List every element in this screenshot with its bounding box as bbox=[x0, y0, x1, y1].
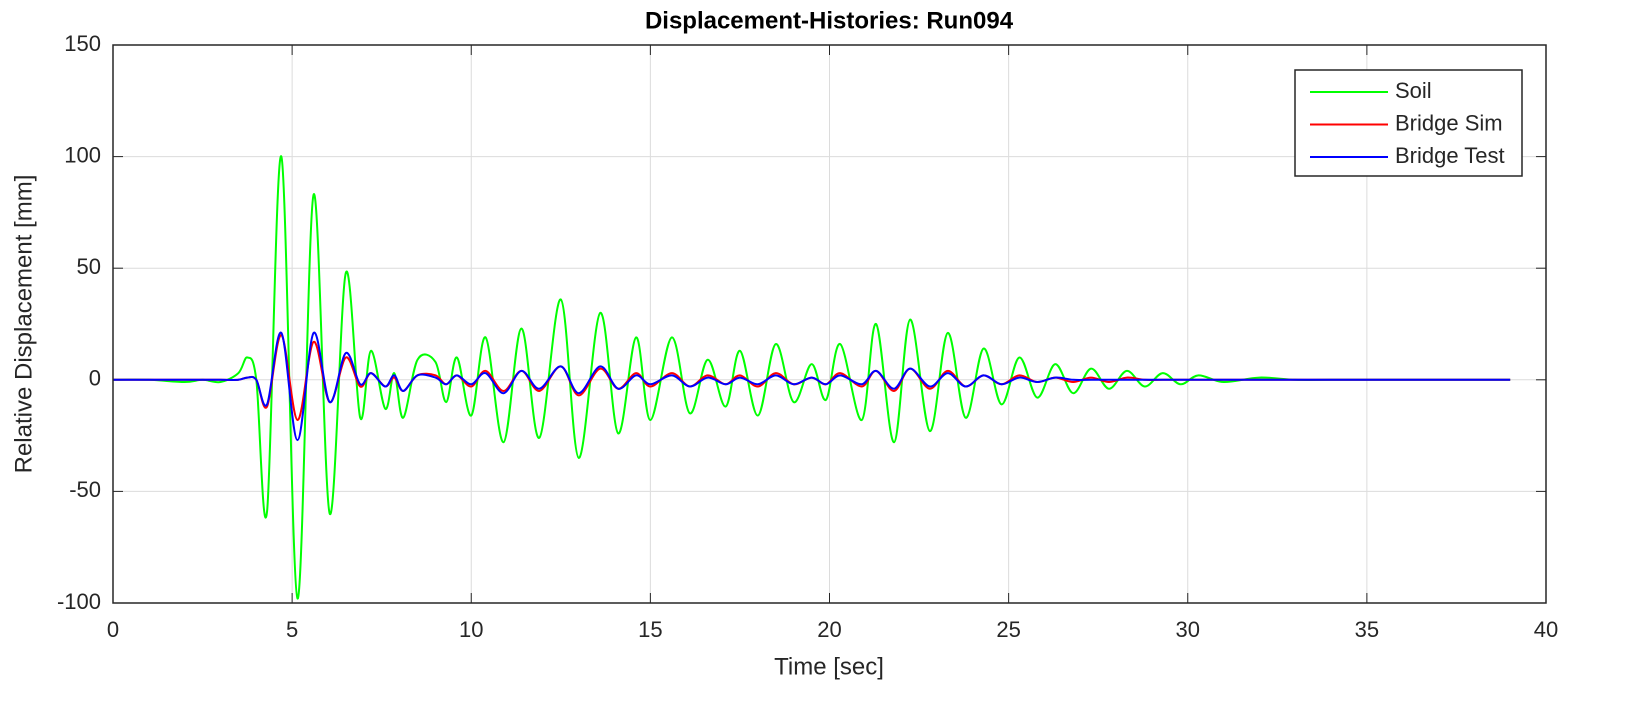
x-tick-label: 0 bbox=[107, 617, 119, 642]
x-tick-label: 35 bbox=[1355, 617, 1379, 642]
x-tick-label: 15 bbox=[638, 617, 662, 642]
y-tick-label: 0 bbox=[89, 366, 101, 391]
x-tick-label: 20 bbox=[817, 617, 841, 642]
legend-label: Soil bbox=[1395, 78, 1432, 103]
y-axis-label: Relative Displacement [mm] bbox=[10, 175, 37, 474]
data-line bbox=[112, 331, 1511, 442]
x-tick-label: 40 bbox=[1534, 617, 1558, 642]
y-tick-label: 150 bbox=[64, 31, 101, 56]
x-tick-label: 30 bbox=[1176, 617, 1200, 642]
legend-label: Bridge Test bbox=[1395, 143, 1505, 168]
axes-box bbox=[112, 44, 1547, 604]
x-tick-label: 5 bbox=[286, 617, 298, 642]
chart-title: Displacement-Histories: Run094 bbox=[645, 7, 1014, 34]
y-tick-label: -100 bbox=[57, 589, 101, 614]
x-axis-label: Time [sec] bbox=[774, 653, 884, 680]
legend-label: Bridge Sim bbox=[1395, 110, 1503, 135]
y-tick-label: -50 bbox=[69, 477, 101, 502]
data-line bbox=[112, 155, 1511, 600]
x-tick-label: 10 bbox=[459, 617, 483, 642]
legend-box bbox=[1294, 69, 1523, 177]
x-tick-label: 25 bbox=[996, 617, 1020, 642]
y-tick-label: 50 bbox=[77, 254, 101, 279]
y-tick-label: 100 bbox=[64, 142, 101, 167]
